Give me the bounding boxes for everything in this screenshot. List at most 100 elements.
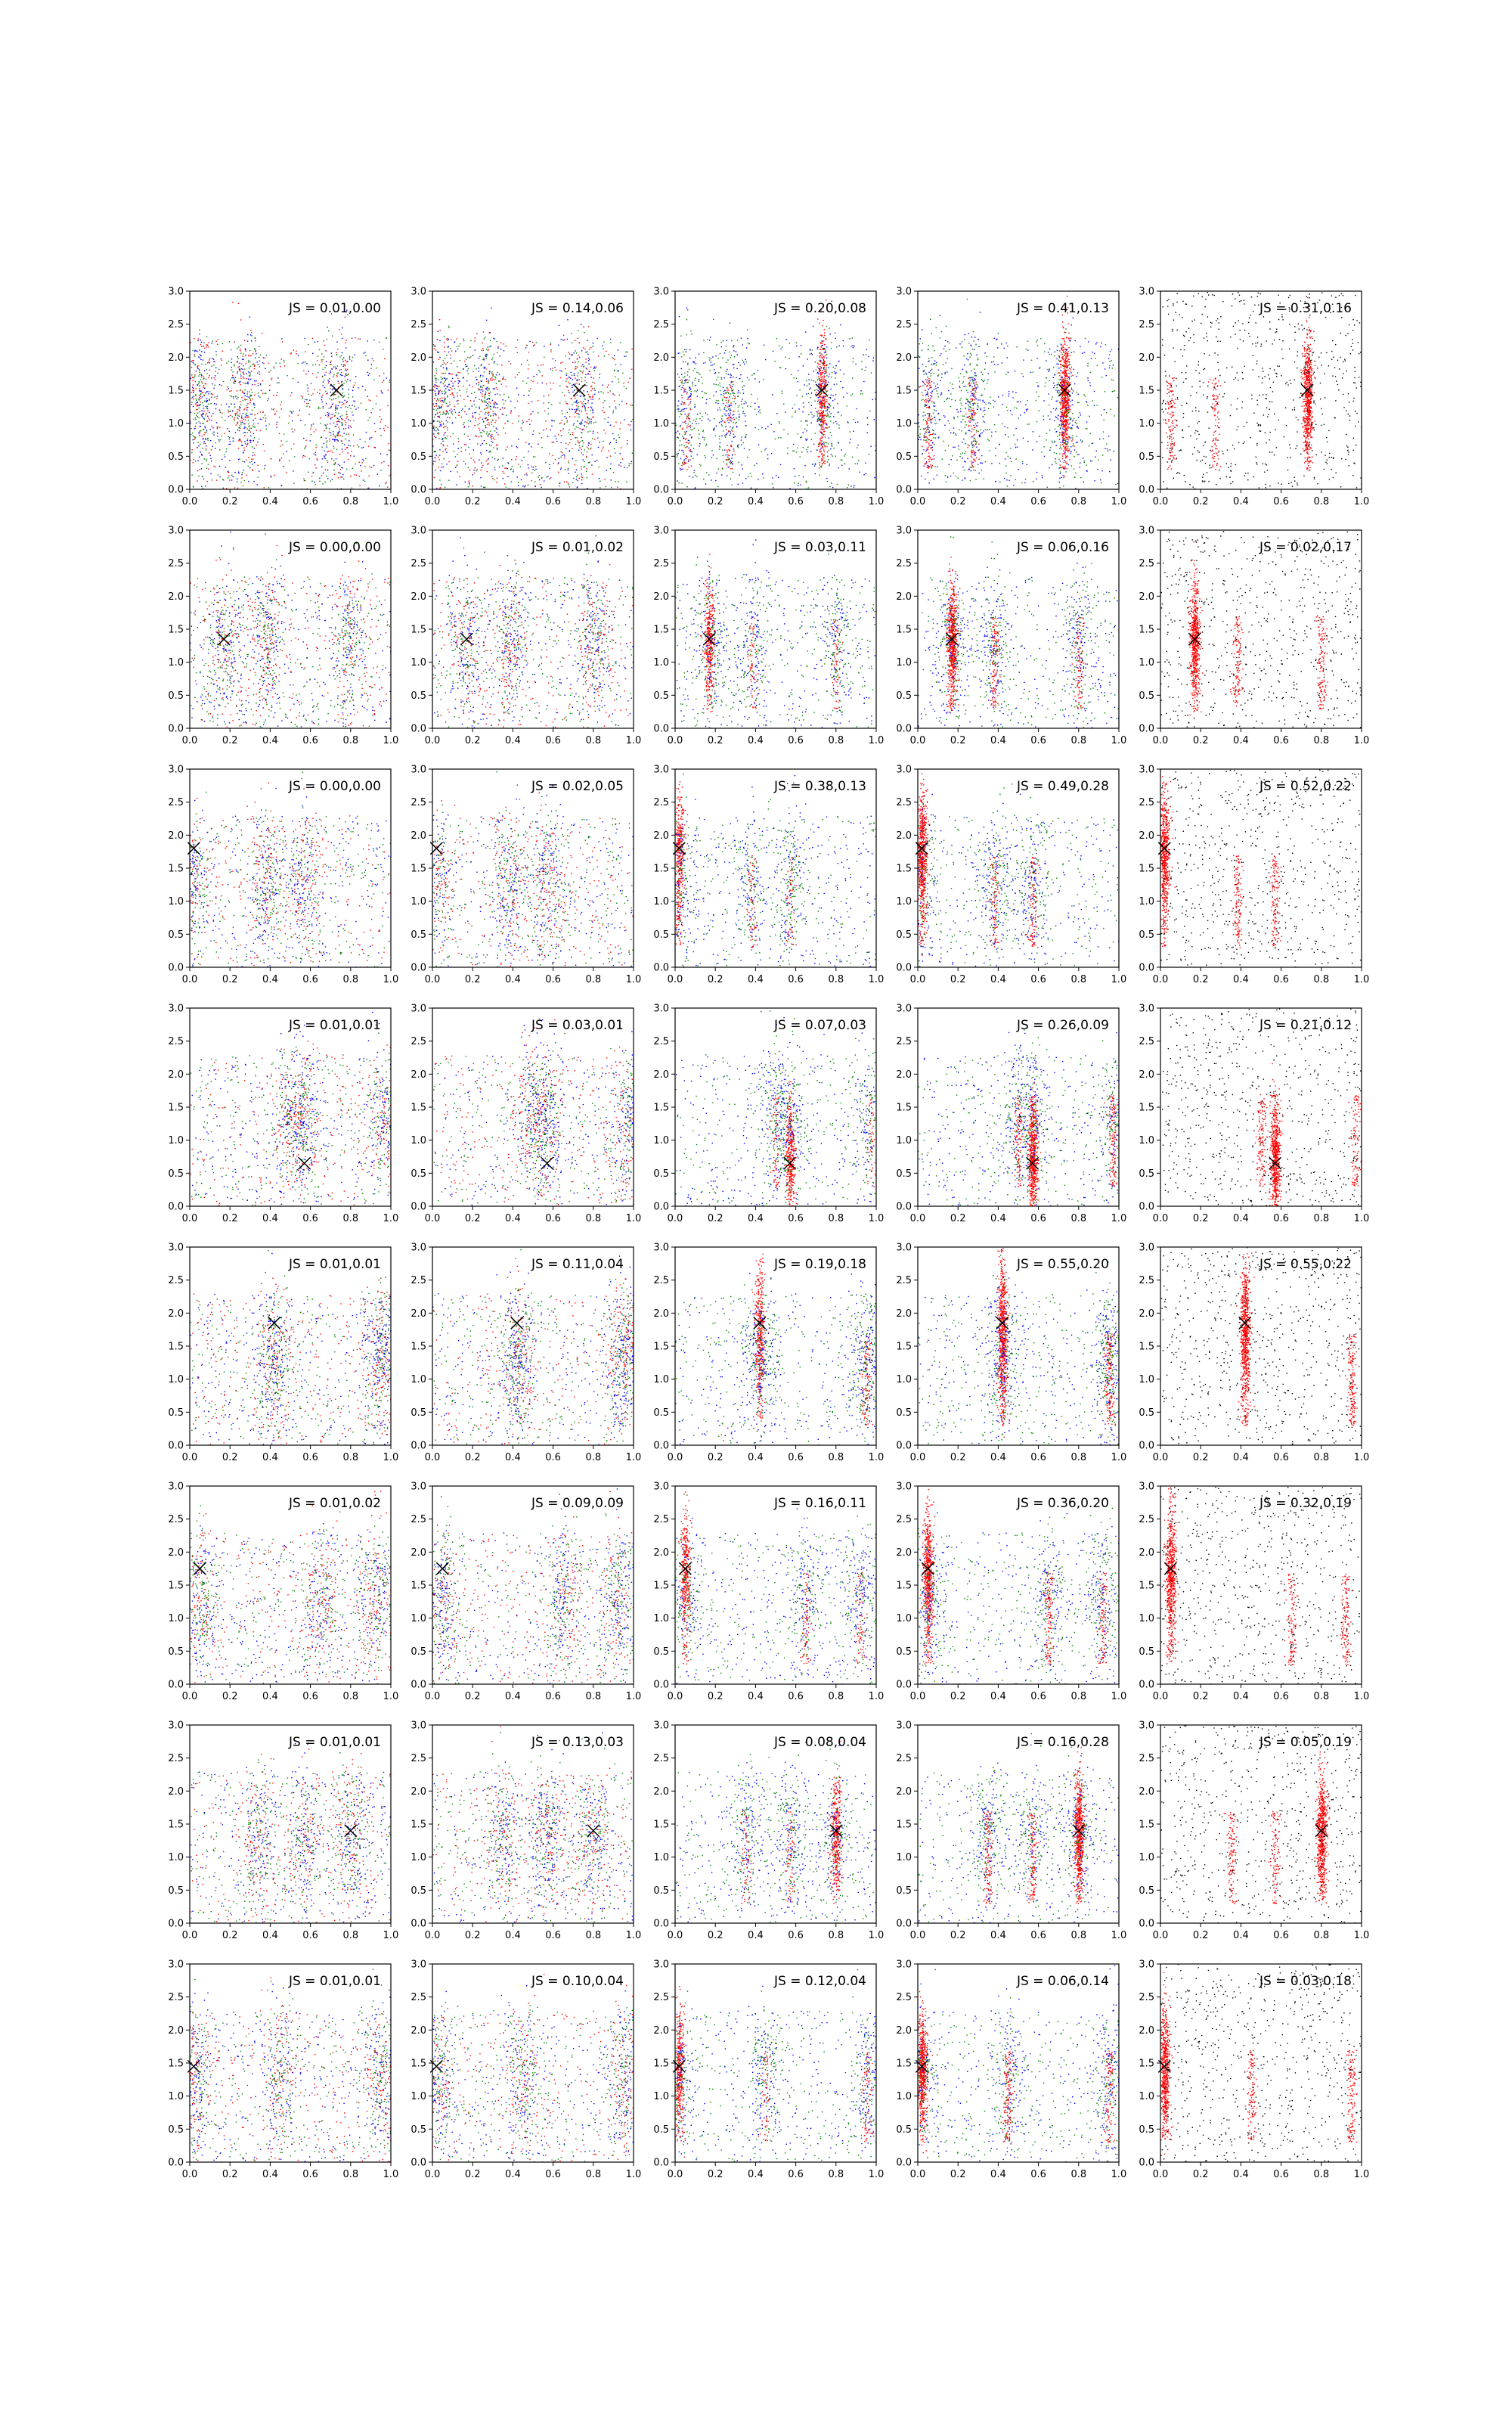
data-point bbox=[585, 358, 586, 359]
data-point bbox=[705, 362, 706, 363]
data-point bbox=[518, 485, 519, 486]
data-point bbox=[234, 407, 235, 408]
y-axis: 0.00.51.01.52.02.53.0 bbox=[653, 287, 675, 496]
data-point bbox=[694, 407, 695, 408]
data-point bbox=[241, 477, 242, 478]
y-tick-label: 3.0 bbox=[411, 287, 426, 298]
data-point bbox=[588, 360, 589, 361]
data-point bbox=[577, 389, 578, 390]
data-point bbox=[726, 400, 727, 401]
data-point bbox=[441, 424, 442, 425]
data-point bbox=[487, 413, 488, 414]
data-point bbox=[241, 418, 242, 419]
data-point bbox=[194, 351, 195, 352]
data-point bbox=[581, 473, 582, 474]
data-point bbox=[480, 477, 481, 478]
x-tick-label: 1.0 bbox=[383, 496, 399, 507]
data-point bbox=[560, 423, 561, 424]
data-point bbox=[592, 382, 593, 383]
data-point bbox=[1060, 383, 1061, 384]
data-point bbox=[478, 388, 479, 389]
data-point bbox=[494, 379, 495, 380]
data-point bbox=[257, 373, 258, 374]
data-point bbox=[331, 352, 332, 353]
data-point bbox=[626, 355, 627, 356]
data-point bbox=[381, 462, 382, 463]
data-point bbox=[798, 482, 799, 483]
data-point bbox=[345, 370, 346, 371]
data-point bbox=[819, 378, 820, 379]
data-point bbox=[610, 425, 611, 426]
data-point bbox=[831, 348, 832, 349]
data-point bbox=[443, 373, 444, 374]
data-point bbox=[745, 434, 746, 435]
data-point bbox=[191, 404, 192, 405]
data-point bbox=[720, 342, 721, 343]
data-point bbox=[571, 439, 572, 440]
data-point bbox=[698, 373, 699, 374]
data-point bbox=[815, 361, 816, 362]
data-point bbox=[350, 420, 351, 421]
data-point bbox=[367, 372, 368, 373]
data-point bbox=[579, 447, 580, 448]
data-point bbox=[819, 370, 820, 371]
data-point bbox=[442, 444, 443, 445]
data-point bbox=[820, 401, 821, 402]
data-point bbox=[439, 340, 440, 341]
data-point bbox=[283, 466, 284, 467]
data-point bbox=[576, 408, 577, 409]
data-point bbox=[532, 342, 533, 343]
data-point bbox=[675, 432, 676, 433]
data-point bbox=[681, 379, 682, 380]
data-point bbox=[321, 397, 322, 398]
data-point bbox=[705, 402, 706, 403]
data-point bbox=[773, 431, 774, 432]
data-point bbox=[822, 372, 823, 373]
data-point bbox=[213, 466, 214, 467]
data-point bbox=[620, 453, 621, 454]
data-point bbox=[210, 473, 211, 474]
data-point bbox=[796, 377, 797, 378]
data-point bbox=[370, 368, 371, 369]
data-point bbox=[742, 413, 743, 414]
data-point bbox=[254, 380, 255, 381]
data-point bbox=[828, 367, 829, 368]
data-point bbox=[754, 465, 755, 466]
data-point bbox=[199, 395, 200, 396]
data-point bbox=[349, 359, 350, 360]
data-point bbox=[794, 377, 795, 378]
data-point bbox=[593, 377, 594, 378]
data-point bbox=[732, 485, 733, 486]
data-point bbox=[194, 413, 195, 414]
data-point bbox=[324, 374, 325, 375]
data-point bbox=[353, 386, 354, 387]
data-point bbox=[495, 407, 496, 408]
data-point bbox=[204, 388, 205, 389]
data-point bbox=[359, 485, 360, 486]
data-point bbox=[824, 335, 825, 336]
data-point bbox=[442, 441, 443, 442]
data-point bbox=[197, 460, 198, 461]
data-point bbox=[265, 425, 266, 426]
data-point bbox=[504, 468, 505, 469]
data-point bbox=[349, 356, 350, 357]
data-point bbox=[212, 446, 213, 447]
data-point bbox=[722, 449, 723, 450]
data-point bbox=[571, 398, 572, 399]
data-point bbox=[814, 465, 815, 466]
data-point bbox=[244, 395, 245, 396]
data-point bbox=[569, 383, 570, 384]
data-point bbox=[688, 440, 689, 441]
data-point bbox=[245, 443, 246, 444]
data-point bbox=[843, 340, 844, 341]
data-point bbox=[830, 416, 831, 417]
data-point bbox=[614, 370, 615, 371]
data-point bbox=[533, 430, 534, 431]
data-point bbox=[318, 408, 319, 409]
x-tick-label: 0.2 bbox=[465, 496, 481, 507]
data-point bbox=[252, 384, 253, 385]
series-blue-points bbox=[675, 301, 877, 491]
data-point bbox=[589, 396, 590, 397]
data-point bbox=[725, 393, 726, 394]
data-point bbox=[826, 478, 827, 479]
